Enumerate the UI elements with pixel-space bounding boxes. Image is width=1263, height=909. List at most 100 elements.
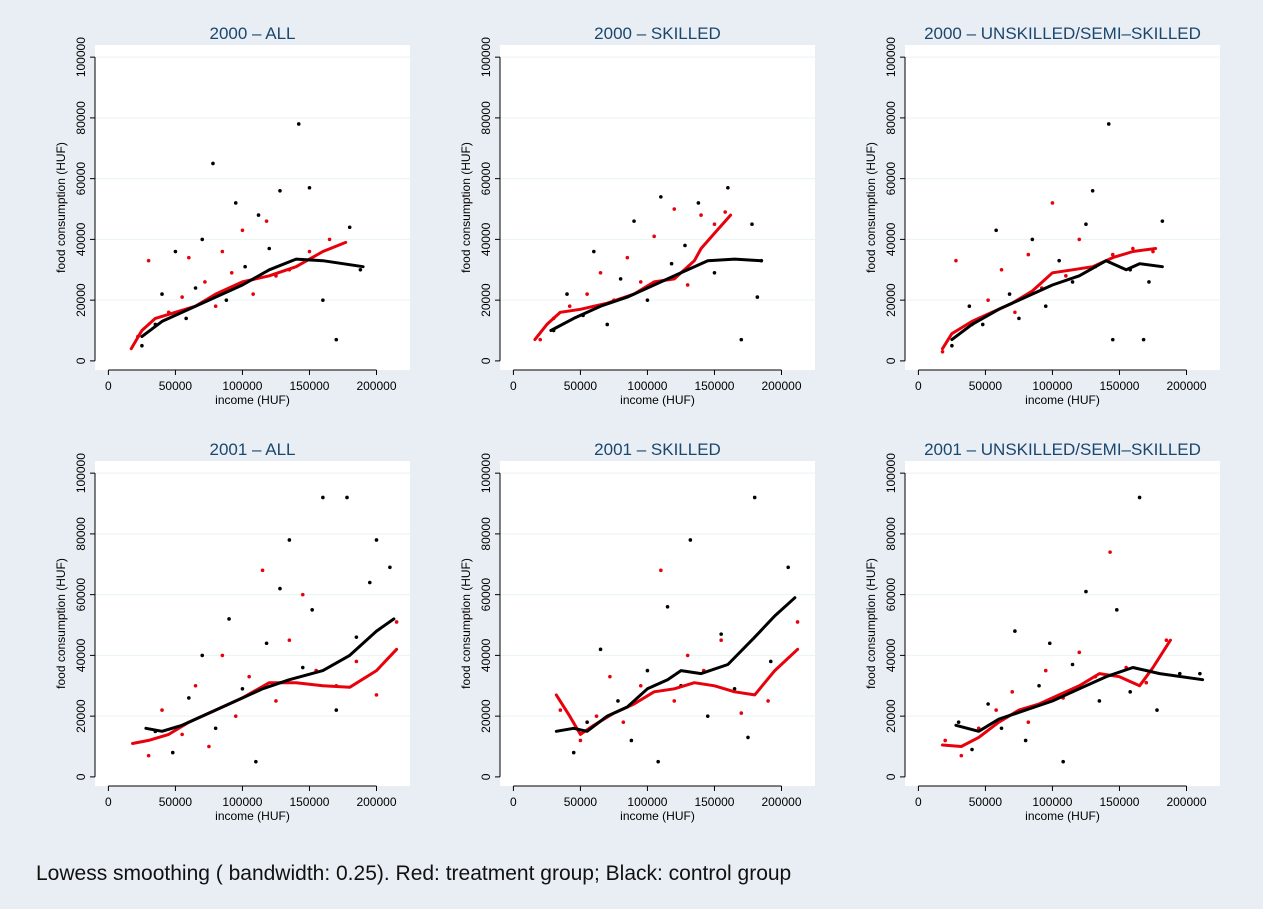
y-tick-label: 60000	[884, 578, 898, 612]
data-point	[746, 735, 750, 740]
x-tick-label: 200000	[356, 795, 396, 809]
y-tick-label: 40000	[479, 222, 493, 256]
y-tick-label: 100000	[74, 453, 88, 493]
lowess-line	[554, 647, 800, 736]
data-point	[652, 234, 656, 239]
data-point	[160, 292, 164, 296]
data-point	[959, 753, 964, 758]
data-point	[233, 714, 238, 718]
data-point	[592, 249, 596, 254]
data-point	[565, 292, 569, 296]
data-point	[994, 228, 998, 233]
y-tick-label: 100000	[74, 37, 88, 77]
y-tick-label: 80000	[74, 517, 88, 551]
chart-panel-5: 2001 – SKILLED 0 20000 40000 60000 80000 10000…	[459, 440, 815, 823]
x-tick-label: 150000	[1099, 795, 1139, 809]
data-point	[699, 213, 703, 217]
data-point	[726, 185, 730, 190]
data-point	[240, 687, 245, 691]
data-point	[213, 726, 218, 731]
data-point	[719, 632, 723, 636]
data-point	[752, 495, 757, 500]
plot-region	[905, 45, 1220, 370]
data-point	[750, 222, 754, 227]
data-point	[1114, 608, 1119, 612]
data-point	[358, 267, 363, 272]
data-point	[251, 292, 255, 296]
data-point	[1097, 699, 1102, 703]
chart-panel-2: 2000 – SKILLED 0 20000 40000 60000 80000 10000…	[459, 24, 815, 407]
chart-panel-4: 2001 – ALL 0 20000 40000 60000 80000 100000 foo…	[54, 440, 410, 823]
figure-caption: Lowess smoothing ( bandwidth: 0.25). Red…	[36, 862, 792, 885]
data-point	[1131, 246, 1135, 251]
x-tick-label: 150000	[289, 379, 329, 393]
data-point	[1013, 629, 1017, 633]
y-tick-label: 100000	[884, 453, 898, 493]
chart-title: 2000 – SKILLED	[594, 24, 721, 43]
y-tick-label: 0	[884, 357, 898, 364]
data-point	[170, 750, 175, 755]
data-point	[321, 495, 325, 500]
x-tick-label: 200000	[356, 379, 396, 393]
data-point	[683, 243, 687, 248]
lowess-line	[129, 240, 348, 351]
data-point	[1090, 188, 1095, 193]
data-point	[625, 255, 630, 260]
data-point	[213, 304, 218, 309]
data-point	[1160, 219, 1165, 223]
lowess-line	[950, 259, 1164, 342]
chart-title: 2000 – UNSKILLED/SEMI–SKILLED	[924, 24, 1201, 43]
data-point	[1043, 668, 1048, 673]
data-point	[374, 693, 379, 697]
data-point	[632, 219, 636, 223]
scatter-series-2	[956, 495, 1202, 764]
data-point	[594, 714, 599, 718]
scatter-series-1	[558, 568, 800, 743]
data-point	[967, 304, 972, 309]
data-point	[645, 298, 650, 302]
data-point	[307, 249, 312, 254]
data-point	[220, 249, 225, 254]
data-point	[180, 732, 184, 737]
data-point	[264, 641, 269, 646]
data-point	[173, 249, 178, 254]
chart-title: 2001 – ALL	[209, 440, 295, 459]
x-tick-label: 100000	[222, 379, 262, 393]
x-tick-label: 100000	[1032, 795, 1072, 809]
lowess-line	[549, 257, 763, 332]
lowess-line	[941, 638, 1172, 748]
data-point	[334, 337, 339, 342]
y-tick-label: 80000	[884, 517, 898, 551]
data-point	[227, 617, 231, 621]
data-point	[768, 659, 773, 664]
x-tick-label: 50000	[159, 795, 193, 809]
data-point	[621, 720, 626, 725]
x-axis-label: income (HUF)	[1025, 809, 1100, 823]
chart-title: 2001 – SKILLED	[594, 440, 721, 459]
data-point	[287, 538, 292, 542]
data-point	[354, 659, 359, 664]
y-tick-label: 100000	[884, 37, 898, 77]
data-point	[1017, 316, 1021, 321]
data-point	[1030, 237, 1035, 242]
x-tick-label: 150000	[1099, 379, 1139, 393]
scatter-series-1	[146, 568, 399, 758]
data-point	[618, 277, 623, 281]
data-point	[672, 699, 677, 703]
data-point	[705, 714, 710, 718]
y-axis-label: food consumption (HUF)	[864, 142, 878, 273]
data-point	[160, 708, 164, 712]
y-tick-label: 60000	[74, 578, 88, 612]
data-point	[956, 720, 961, 725]
y-tick-label: 0	[74, 773, 88, 780]
data-point	[1037, 683, 1041, 688]
x-tick-label: 100000	[222, 795, 262, 809]
data-point	[571, 750, 576, 755]
x-tick-label: 50000	[564, 795, 598, 809]
plot-region	[500, 461, 815, 786]
data-point	[608, 674, 612, 679]
y-tick-label: 80000	[884, 101, 898, 135]
data-point	[1070, 662, 1075, 667]
